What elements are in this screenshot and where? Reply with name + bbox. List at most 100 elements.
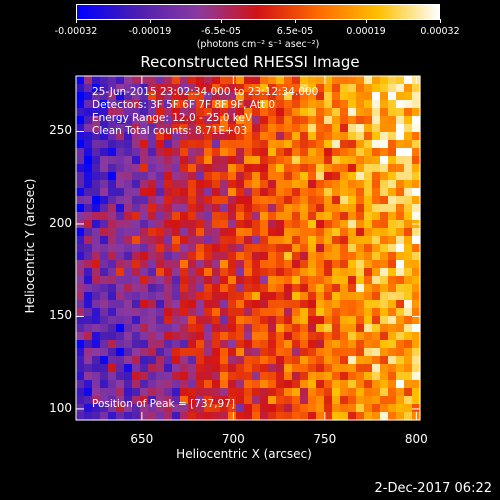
heatmap-cell	[284, 308, 293, 317]
heatmap-cell	[340, 172, 349, 181]
heatmap-cell	[188, 124, 197, 133]
heatmap-cell	[364, 156, 373, 165]
heatmap-cell	[92, 212, 101, 221]
heatmap-cell	[364, 380, 373, 389]
heatmap-cell	[180, 340, 189, 349]
heatmap-cell	[164, 92, 173, 101]
heatmap-cell	[116, 148, 125, 157]
heatmap-cell	[164, 108, 173, 117]
heatmap-cell	[316, 244, 325, 253]
heatmap-cell	[156, 412, 165, 421]
heatmap-cell	[220, 92, 229, 101]
heatmap-cell	[268, 116, 277, 125]
heatmap-cell	[348, 180, 357, 189]
heatmap-cell	[100, 100, 109, 109]
heatmap-cell	[292, 236, 301, 245]
heatmap-cell	[220, 260, 229, 269]
heatmap-cell	[284, 180, 293, 189]
heatmap-cell	[140, 332, 149, 341]
heatmap-cell	[244, 412, 253, 421]
heatmap-cell	[204, 92, 213, 101]
heatmap-cell	[260, 156, 269, 165]
heatmap-cell	[228, 380, 237, 389]
heatmap-cell	[212, 308, 221, 317]
heatmap-cell	[84, 332, 93, 341]
heatmap-cell	[316, 100, 325, 109]
heatmap-cell	[100, 188, 109, 197]
heatmap-cell	[140, 340, 149, 349]
heatmap-cell	[260, 372, 269, 381]
heatmap-cell	[372, 140, 381, 149]
heatmap-cell	[212, 356, 221, 365]
heatmap-cell	[228, 108, 237, 117]
heatmap-cell	[156, 252, 165, 261]
heatmap-cell	[100, 236, 109, 245]
heatmap-cell	[372, 172, 381, 181]
heatmap-cell	[340, 228, 349, 237]
heatmap-cell	[348, 404, 357, 413]
heatmap-cell	[324, 260, 333, 269]
heatmap-cell	[180, 300, 189, 309]
heatmap-cell	[316, 236, 325, 245]
heatmap-cell	[124, 76, 133, 85]
heatmap-cell	[148, 92, 157, 101]
heatmap-cell	[356, 140, 365, 149]
heatmap-cell	[156, 284, 165, 293]
heatmap-cell	[308, 260, 317, 269]
heatmap-cell	[356, 148, 365, 157]
heatmap-cell	[284, 100, 293, 109]
heatmap-cell	[324, 324, 333, 333]
heatmap-cell	[244, 268, 253, 277]
heatmap-cell	[172, 356, 181, 365]
heatmap-cell	[212, 260, 221, 269]
heatmap-cell	[300, 164, 309, 173]
heatmap-cell	[132, 404, 141, 413]
heatmap-cell	[100, 348, 109, 357]
heatmap-cell	[180, 116, 189, 125]
heatmap-cell	[332, 132, 341, 141]
heatmap-cell	[92, 180, 101, 189]
heatmap-cell	[244, 348, 253, 357]
heatmap-cell	[132, 412, 141, 421]
heatmap-cell	[316, 116, 325, 125]
heatmap-cell	[388, 100, 397, 109]
heatmap-cell	[116, 380, 125, 389]
heatmap-cell	[284, 404, 293, 413]
heatmap-cell	[372, 180, 381, 189]
heatmap-cell	[220, 388, 229, 397]
heatmap-cell	[236, 244, 245, 253]
heatmap-cell	[316, 316, 325, 325]
heatmap-cell	[212, 228, 221, 237]
heatmap-cell	[220, 212, 229, 221]
heatmap-cell	[148, 260, 157, 269]
heatmap-cell	[244, 140, 253, 149]
heatmap-cell	[140, 148, 149, 157]
heatmap-cell	[284, 108, 293, 117]
heatmap-cell	[340, 116, 349, 125]
heatmap-cell	[300, 108, 309, 117]
heatmap-cell	[180, 396, 189, 405]
heatmap-cell	[324, 100, 333, 109]
heatmap-cell	[284, 260, 293, 269]
heatmap-cell	[228, 212, 237, 221]
heatmap-cell	[188, 148, 197, 157]
heatmap-cell	[260, 284, 269, 293]
heatmap-cell	[404, 228, 413, 237]
heatmap-cell	[404, 236, 413, 245]
heatmap-cell	[92, 396, 101, 405]
heatmap-cell	[92, 116, 101, 125]
heatmap-cell	[228, 236, 237, 245]
heatmap-cell	[244, 380, 253, 389]
heatmap-cell	[284, 276, 293, 285]
heatmap-cell	[268, 372, 277, 381]
heatmap-cell	[148, 380, 157, 389]
heatmap-cell	[76, 156, 85, 165]
heatmap-cell	[324, 164, 333, 173]
heatmap-cell	[404, 372, 413, 381]
heatmap-cell	[332, 76, 341, 85]
heatmap-cell	[404, 116, 413, 125]
heatmap-cell	[388, 180, 397, 189]
heatmap-cell	[100, 204, 109, 213]
heatmap-cell	[172, 164, 181, 173]
heatmap-cell	[380, 396, 389, 405]
